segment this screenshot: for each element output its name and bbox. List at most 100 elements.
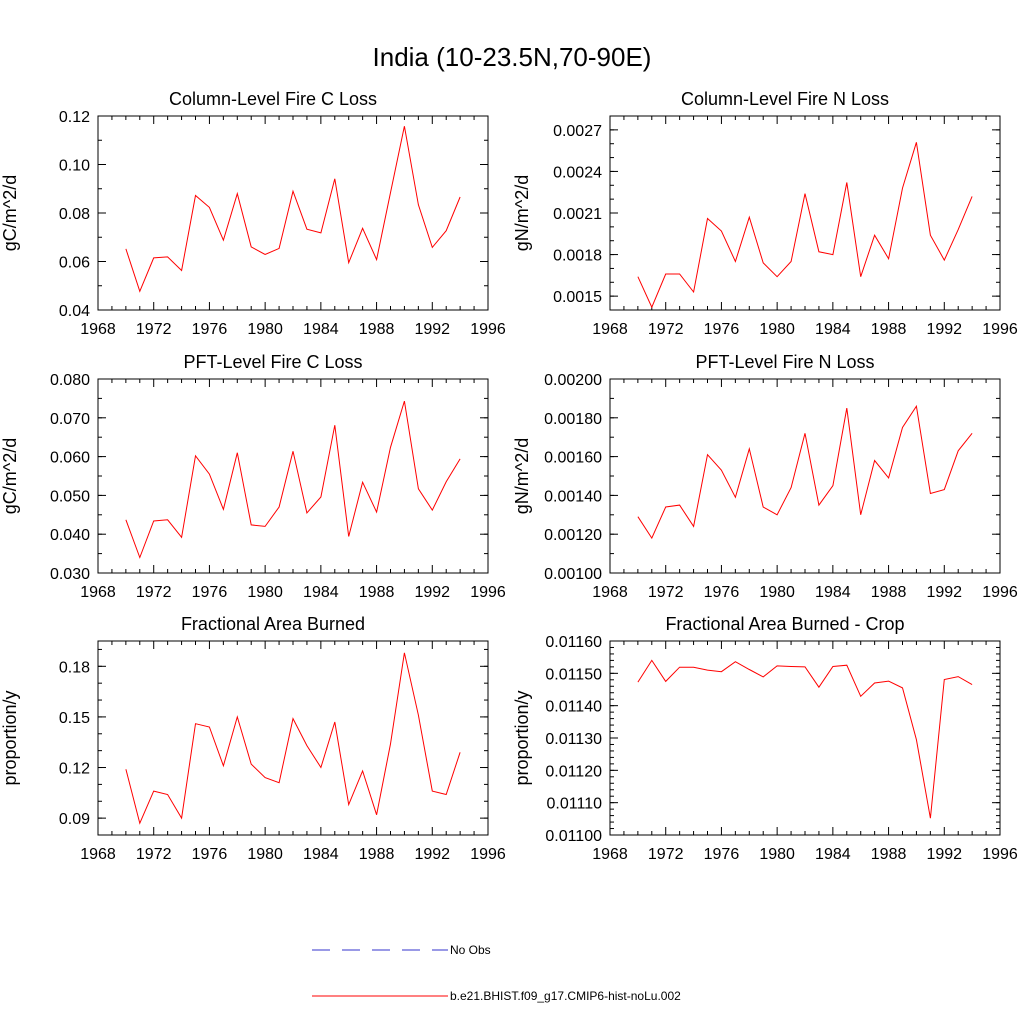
y-tick-label: 0.00140 — [544, 488, 602, 505]
x-tick-label: 1980 — [247, 321, 283, 338]
y-tick-label: 0.12 — [59, 761, 90, 778]
x-tick-label: 1972 — [648, 321, 684, 338]
x-tick-label: 1980 — [247, 846, 283, 863]
y-tick-label: 0.18 — [59, 659, 90, 676]
y-axis-label: gN/m^2/d — [512, 175, 532, 251]
x-tick-label: 1968 — [80, 321, 116, 338]
series-line — [637, 404, 973, 540]
x-tick-label: 1988 — [871, 321, 907, 338]
x-tick-label: 1988 — [871, 846, 907, 863]
y-tick-label: 0.00120 — [544, 527, 602, 544]
x-tick-label: 1988 — [359, 584, 395, 601]
plot-frame — [609, 640, 1001, 836]
panel-title: PFT-Level Fire C Loss — [183, 352, 362, 372]
y-tick-label: 0.01120 — [545, 763, 602, 780]
x-tick-label: 1976 — [704, 584, 740, 601]
y-tick-label: 0.10 — [59, 158, 90, 175]
legend-label-no-obs: No Obs — [450, 943, 491, 957]
panel-pft-level-fire-n-loss: 1968 1972 1976 1980 1984 1988 1992 1996 0.00100 0… — [512, 352, 1018, 601]
series-line — [125, 652, 461, 825]
x-tick-label: 1996 — [470, 321, 506, 338]
x-tick-label: 1972 — [136, 321, 172, 338]
x-tick-label: 1976 — [192, 846, 228, 863]
x-tick-label: 1976 — [704, 846, 740, 863]
panel-column-level-fire-n-loss: 1968 1972 1976 1980 1984 1988 1992 1996 0.0015 0.… — [512, 89, 1018, 338]
x-tick-label: 1992 — [926, 321, 962, 338]
x-tick-label: 1984 — [303, 846, 339, 863]
panel-title: Column-Level Fire C Loss — [169, 89, 377, 109]
y-tick-label: 0.00200 — [544, 372, 602, 389]
x-tick-label: 1968 — [592, 846, 628, 863]
x-tick-label: 1968 — [80, 584, 116, 601]
y-tick-label: 0.080 — [50, 372, 90, 389]
x-tick-label: 1996 — [982, 846, 1018, 863]
series-line — [637, 659, 973, 819]
panel-title: Fractional Area Burned - Crop — [665, 614, 904, 634]
x-tick-label: 1988 — [359, 321, 395, 338]
x-tick-label: 1992 — [926, 584, 962, 601]
x-tick-label: 1992 — [414, 846, 450, 863]
panel-fractional-area-burned-crop: 1968 1972 1976 1980 1984 1988 1992 1996 0.01100 0… — [512, 614, 1018, 863]
y-tick-label: 0.060 — [50, 450, 90, 467]
x-tick-label: 1984 — [815, 584, 851, 601]
panel-pft-level-fire-c-loss: 1968 1972 1976 1980 1984 1988 1992 1996 0.030 0.0… — [0, 352, 506, 601]
x-tick-label: 1984 — [815, 846, 851, 863]
x-tick-label: 1984 — [303, 321, 339, 338]
plot-frame — [609, 115, 1001, 311]
y-tick-label: 0.0015 — [553, 289, 602, 306]
x-tick-label: 1972 — [648, 584, 684, 601]
y-tick-label: 0.12 — [59, 109, 90, 126]
plot-frame — [97, 115, 489, 311]
panel-column-level-fire-c-loss: 1968 1972 1976 1980 1984 1988 1992 1996 0.04 0.06… — [0, 89, 506, 338]
x-tick-label: 1976 — [192, 584, 228, 601]
y-tick-label: 0.00160 — [544, 450, 602, 467]
y-axis-label: gN/m^2/d — [512, 438, 532, 514]
panel-title: Column-Level Fire N Loss — [681, 89, 889, 109]
x-tick-label: 1972 — [136, 846, 172, 863]
y-tick-label: 0.050 — [50, 488, 90, 505]
y-tick-label: 0.0021 — [553, 206, 602, 223]
y-tick-label: 0.01160 — [545, 634, 602, 651]
x-tick-label: 1968 — [80, 846, 116, 863]
y-tick-label: 0.00180 — [544, 411, 602, 428]
y-tick-label: 0.04 — [59, 303, 90, 320]
y-axis-label: proportion/y — [0, 690, 20, 785]
legend: No Obs b.e21.BHIST.f09_g17.CMIP6-hist-no… — [312, 943, 681, 1003]
y-tick-label: 0.00100 — [544, 566, 602, 583]
series-line — [637, 142, 973, 309]
x-tick-label: 1972 — [648, 846, 684, 863]
x-tick-label: 1976 — [704, 321, 740, 338]
figure-title: India (10-23.5N,70-90E) — [373, 42, 652, 72]
panel-title: PFT-Level Fire N Loss — [695, 352, 874, 372]
x-tick-label: 1980 — [247, 584, 283, 601]
y-tick-label: 0.030 — [50, 566, 90, 583]
y-axis-label: proportion/y — [512, 690, 532, 785]
plot-frame — [609, 378, 1001, 574]
x-tick-label: 1992 — [926, 846, 962, 863]
x-tick-label: 1968 — [592, 584, 628, 601]
y-tick-label: 0.01100 — [545, 828, 602, 845]
series-line — [125, 400, 461, 559]
y-tick-label: 0.01150 — [545, 666, 602, 683]
x-tick-label: 1980 — [759, 846, 795, 863]
legend-label-model: b.e21.BHIST.f09_g17.CMIP6-hist-noLu.002 — [450, 989, 681, 1003]
x-tick-label: 1996 — [470, 584, 506, 601]
y-tick-label: 0.0024 — [553, 164, 602, 181]
y-tick-label: 0.040 — [50, 527, 90, 544]
y-tick-label: 0.08 — [59, 206, 90, 223]
y-tick-label: 0.15 — [59, 710, 90, 727]
x-tick-label: 1996 — [982, 321, 1018, 338]
y-axis-label: gC/m^2/d — [0, 175, 20, 251]
x-tick-label: 1980 — [759, 584, 795, 601]
x-tick-label: 1996 — [470, 846, 506, 863]
x-tick-label: 1968 — [592, 321, 628, 338]
x-tick-label: 1972 — [136, 584, 172, 601]
y-tick-label: 0.01140 — [545, 699, 602, 716]
y-tick-label: 0.070 — [50, 411, 90, 428]
series-line — [125, 126, 461, 293]
y-tick-label: 0.0027 — [553, 123, 602, 140]
x-tick-label: 1984 — [815, 321, 851, 338]
y-tick-label: 0.06 — [59, 255, 90, 272]
x-tick-label: 1988 — [359, 846, 395, 863]
x-tick-label: 1992 — [414, 321, 450, 338]
